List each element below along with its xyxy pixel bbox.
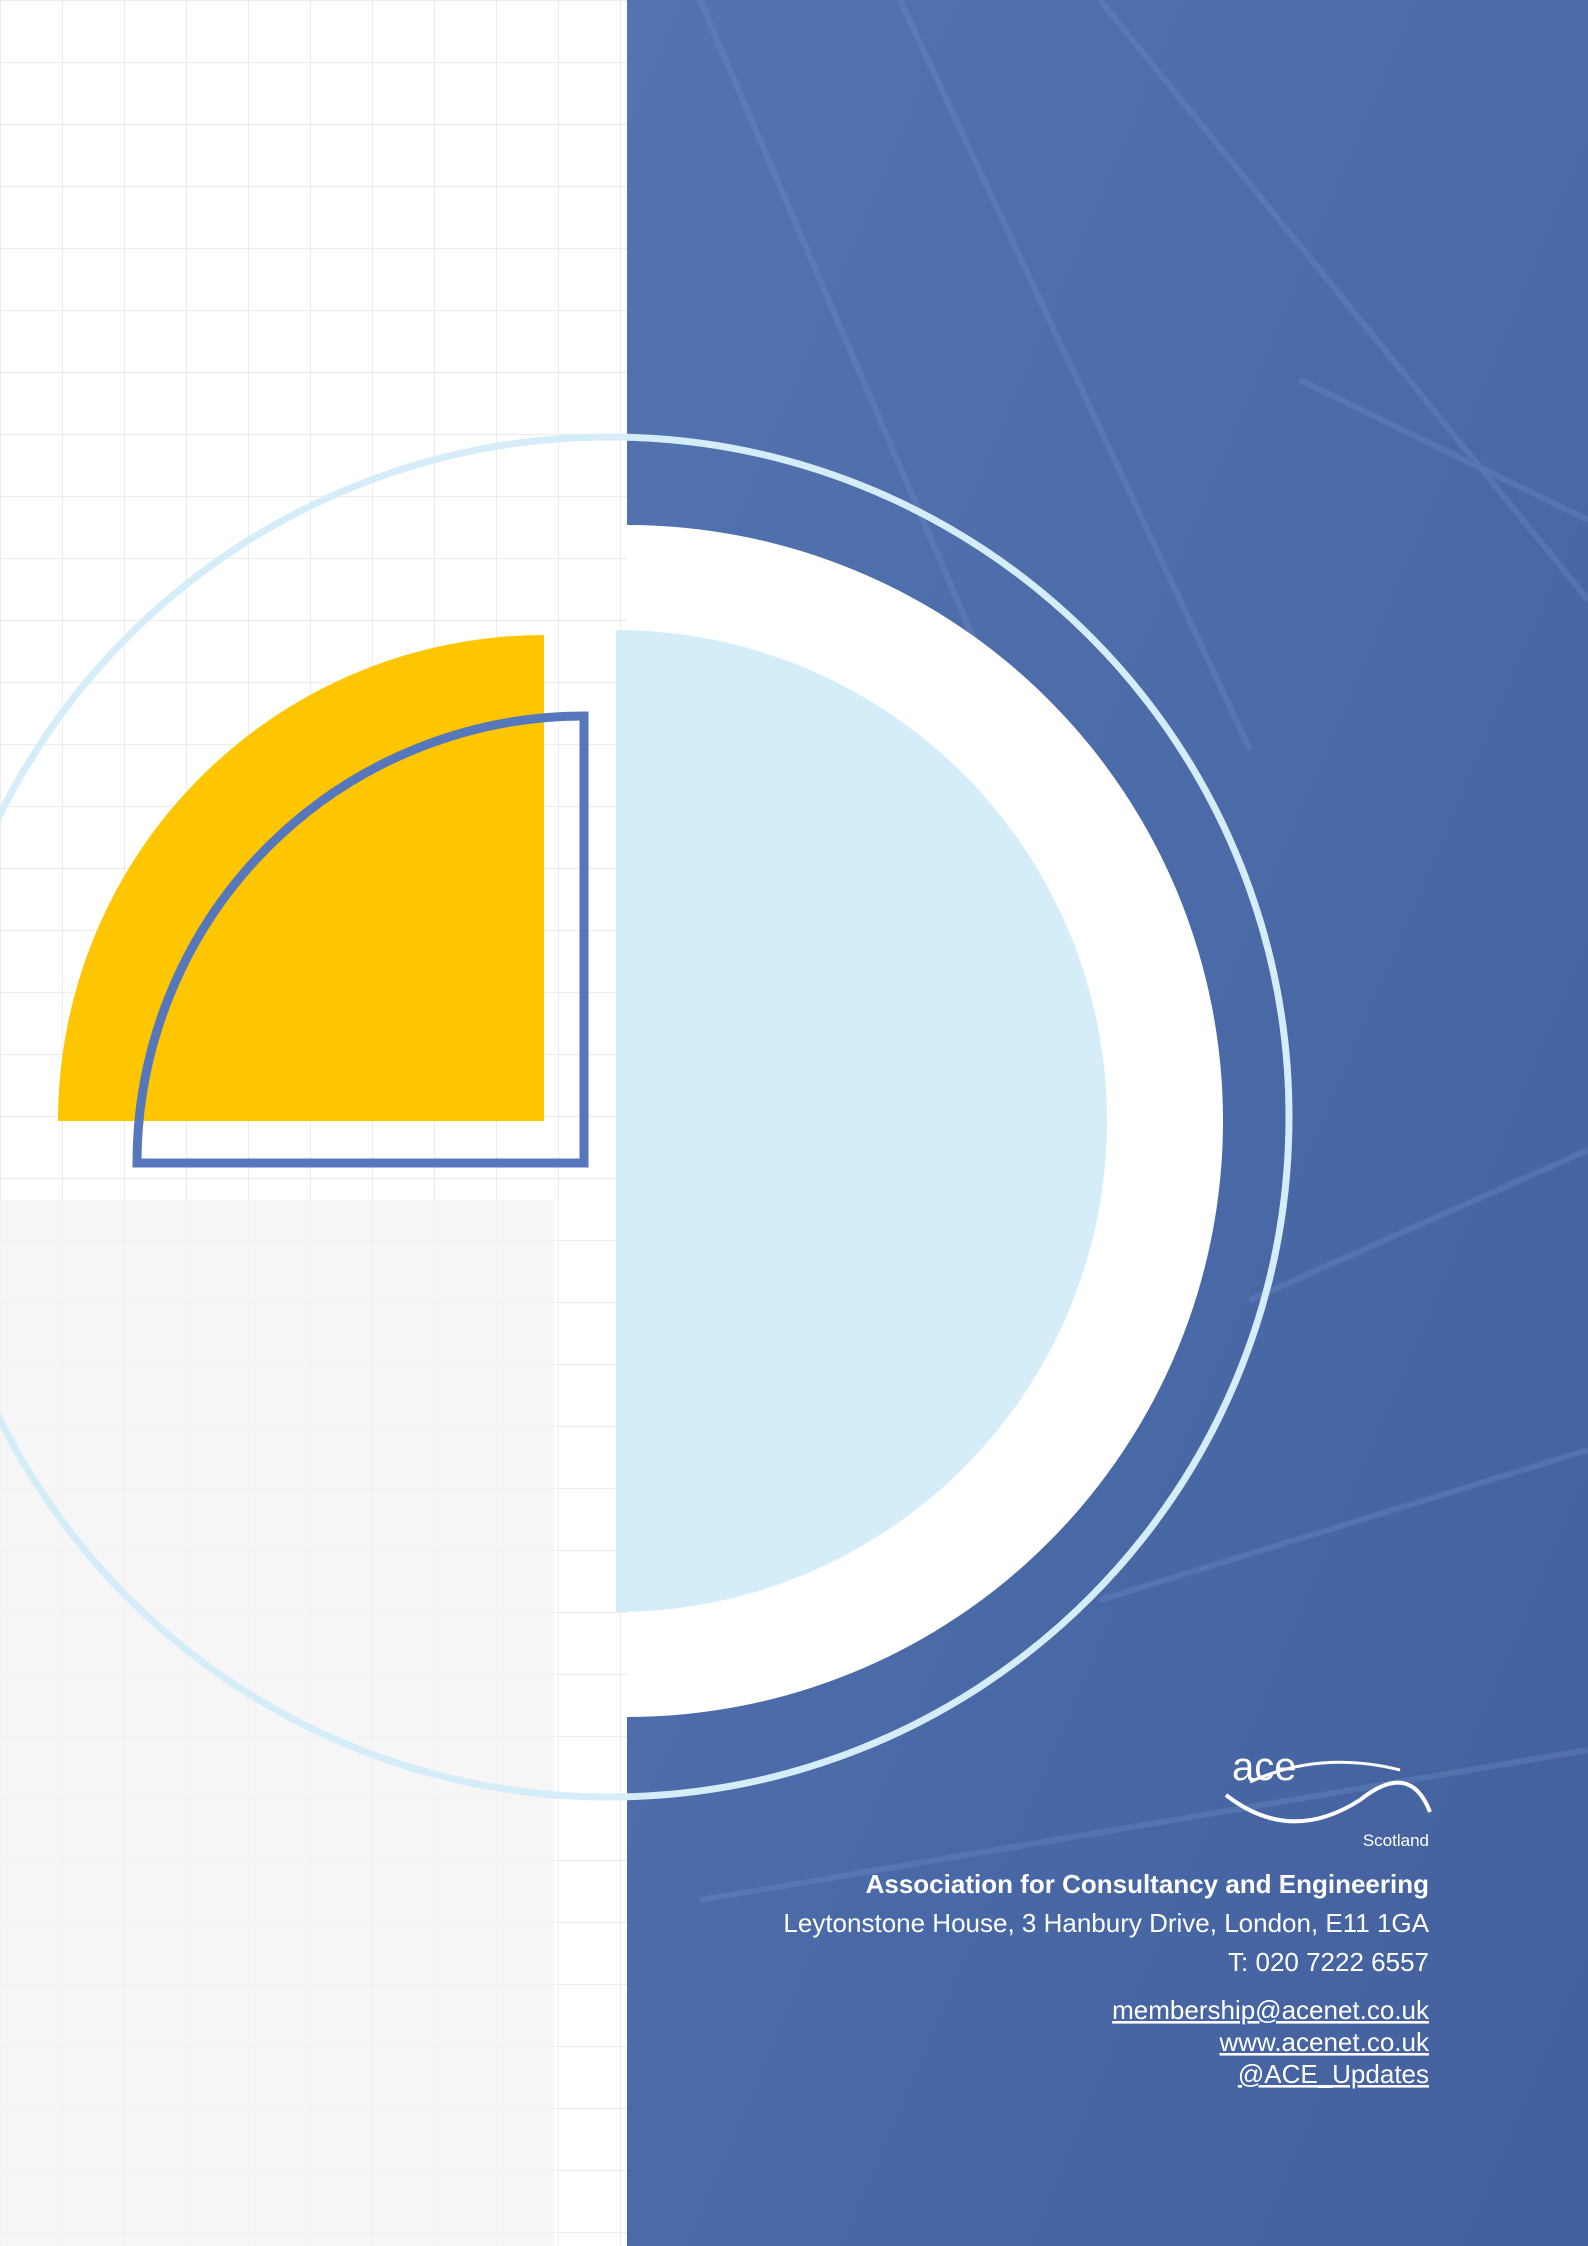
outer-ring xyxy=(0,433,1293,1801)
logo-subtext: Scotland xyxy=(1363,1831,1429,1850)
grey-block xyxy=(0,1200,554,2246)
logo-swoosh xyxy=(1224,1780,1432,1824)
social-link[interactable]: @ACE_Updates xyxy=(1238,2059,1429,2089)
organisation: Association for Consultancy and Engineer… xyxy=(866,1869,1429,1899)
yellow-quarter xyxy=(58,635,544,1121)
phone: T: 020 7222 6557 xyxy=(1228,1947,1429,1977)
logo-swoosh xyxy=(1249,1760,1401,1784)
logo: ace Scotland xyxy=(1224,1745,1432,1850)
photo-texture xyxy=(697,0,1588,1903)
address: Leytonstone House, 3 Hanbury Drive, Lond… xyxy=(783,1908,1429,1938)
email-link[interactable]: membership@acenet.co.uk xyxy=(1112,1995,1430,2025)
light-blue-half-disc xyxy=(616,630,1107,1612)
website-link[interactable]: www.acenet.co.uk xyxy=(1218,2027,1430,2057)
logo-text: ace xyxy=(1232,1745,1297,1789)
blue-quarter-outline xyxy=(132,711,589,1168)
